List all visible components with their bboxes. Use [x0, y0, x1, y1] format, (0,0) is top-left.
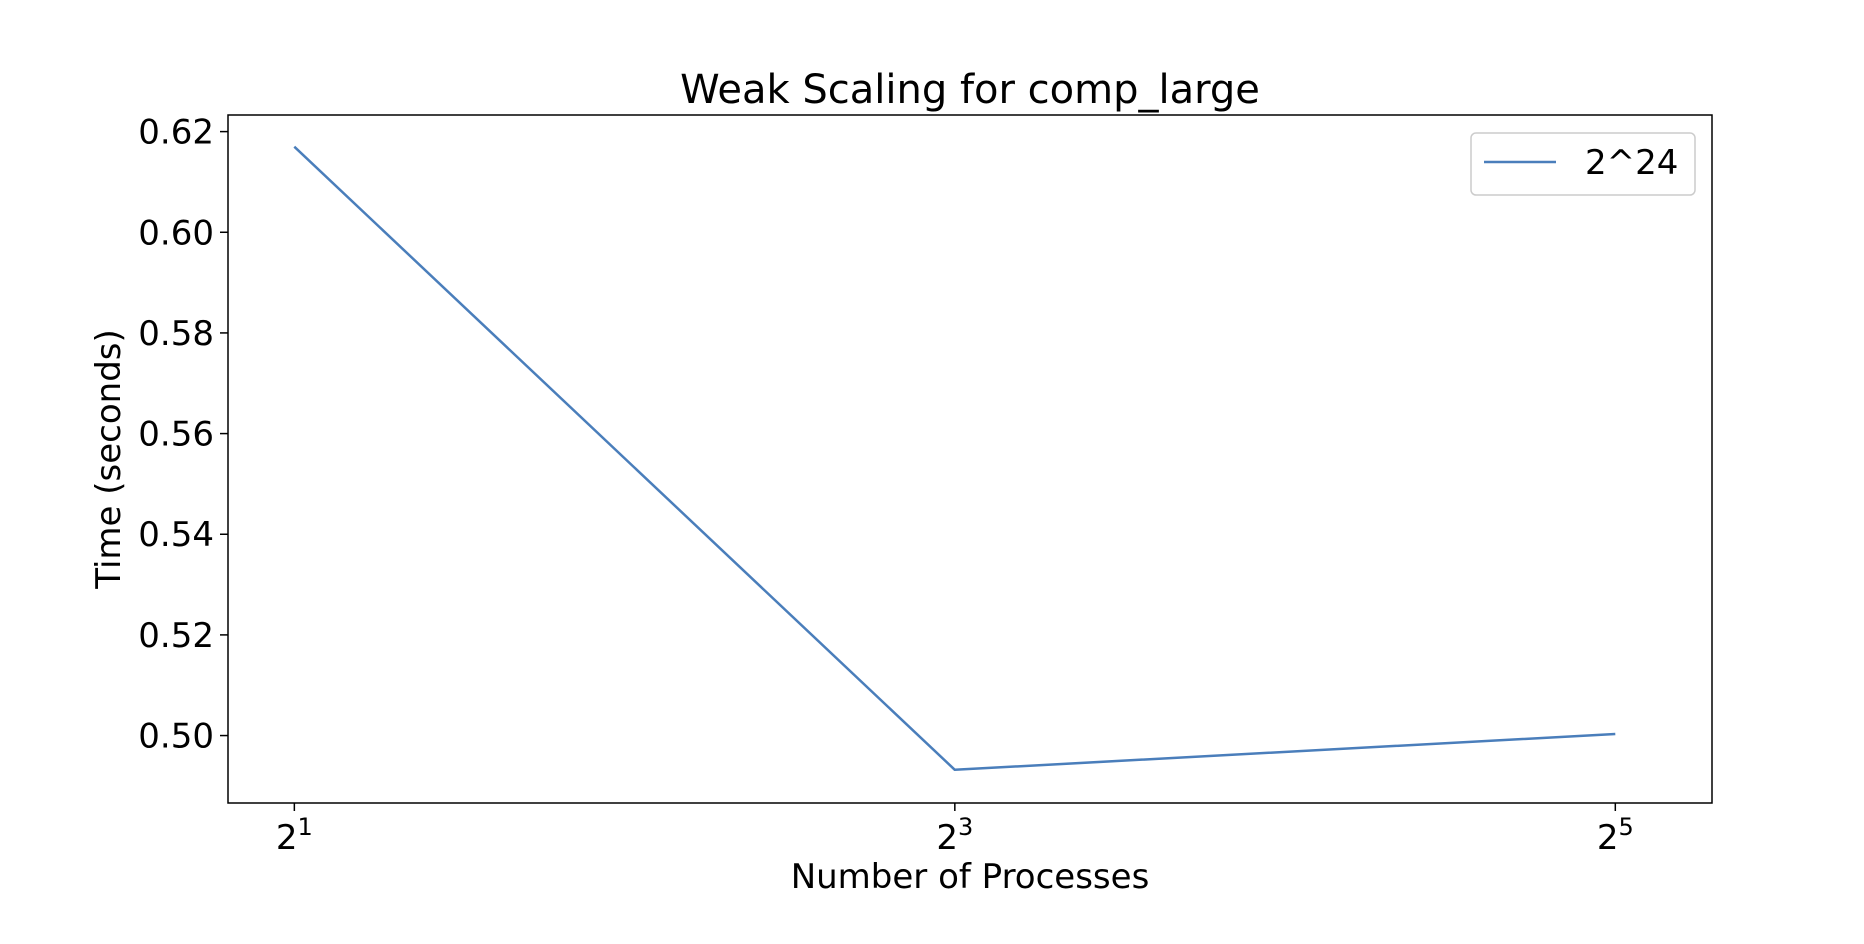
y-axis-label: Time (seconds): [89, 329, 129, 590]
y-tick-label: 0.62: [138, 113, 214, 153]
legend: 2^24: [1470, 132, 1696, 196]
legend-label: 2^24: [1585, 143, 1678, 183]
y-tick-label: 0.52: [138, 616, 214, 656]
x-tick-label: 21: [276, 813, 313, 858]
plot-frame: [227, 114, 1713, 804]
y-tick-label: 0.56: [138, 415, 214, 455]
x-tick-label: 25: [1597, 813, 1634, 858]
y-tick-label: 0.54: [138, 515, 214, 555]
series-line: [293, 145, 1616, 772]
series-layer: [293, 145, 1616, 772]
y-tick-label: 0.50: [138, 717, 214, 757]
x-axis-label: Number of Processes: [791, 857, 1150, 897]
chart-title: Weak Scaling for comp_large: [680, 67, 1260, 113]
legend-box: [1470, 132, 1696, 196]
plot-area: [227, 114, 1713, 804]
x-axis: 21 23 25: [276, 803, 1634, 858]
y-axis: 0.50 0.52 0.54 0.56 0.58 0.60 0.62: [138, 113, 228, 757]
x-tick-label: 23: [936, 813, 973, 858]
y-tick-label: 0.60: [138, 213, 214, 253]
y-tick-label: 0.58: [138, 314, 214, 354]
